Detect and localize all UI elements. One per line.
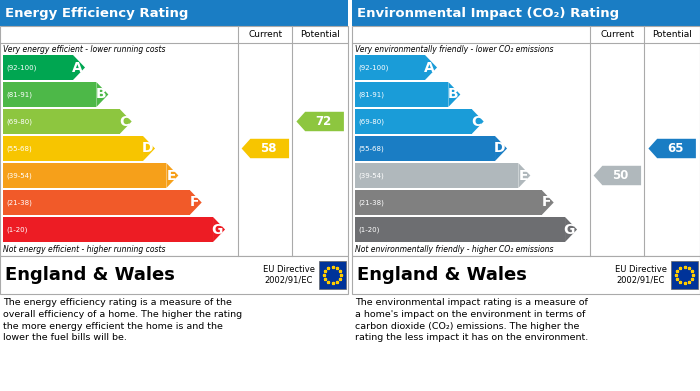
Bar	[3, 163, 167, 188]
Text: (69-80): (69-80)	[358, 118, 384, 125]
Text: G: G	[564, 222, 575, 237]
Text: (69-80): (69-80)	[6, 118, 32, 125]
Polygon shape	[519, 163, 531, 188]
Polygon shape	[565, 217, 577, 242]
Bar	[3, 82, 97, 107]
Bar	[671, 261, 698, 289]
Text: C: C	[120, 115, 130, 129]
Text: D: D	[141, 142, 153, 156]
Text: Potential: Potential	[652, 30, 692, 39]
Text: E: E	[519, 169, 528, 183]
Text: D: D	[494, 142, 505, 156]
Text: (55-68): (55-68)	[6, 145, 32, 152]
Polygon shape	[73, 55, 85, 80]
Polygon shape	[425, 55, 437, 80]
Text: (55-68): (55-68)	[358, 145, 384, 152]
Polygon shape	[120, 109, 132, 134]
Polygon shape	[143, 136, 155, 161]
Bar	[3, 55, 73, 80]
Bar	[0, 256, 348, 294]
Bar	[319, 261, 346, 289]
Text: B: B	[96, 88, 106, 102]
Text: E: E	[167, 169, 176, 183]
Text: The energy efficiency rating is a measure of the
overall efficiency of a home. T: The energy efficiency rating is a measur…	[3, 298, 242, 343]
Polygon shape	[449, 82, 461, 107]
Bar	[355, 190, 542, 215]
Text: England & Wales: England & Wales	[357, 266, 527, 284]
Text: 72: 72	[316, 115, 332, 128]
Text: 50: 50	[612, 169, 629, 182]
Text: Not environmentally friendly - higher CO₂ emissions: Not environmentally friendly - higher CO…	[355, 246, 554, 255]
Bar	[3, 190, 190, 215]
Text: F: F	[542, 196, 552, 210]
Bar	[355, 163, 519, 188]
Text: (81-91): (81-91)	[6, 91, 32, 98]
Polygon shape	[213, 217, 225, 242]
Text: The environmental impact rating is a measure of
a home's impact on the environme: The environmental impact rating is a mea…	[355, 298, 588, 343]
Text: 65: 65	[667, 142, 684, 155]
Text: G: G	[211, 222, 223, 237]
Polygon shape	[296, 112, 344, 131]
Polygon shape	[594, 166, 641, 185]
Text: England & Wales: England & Wales	[5, 266, 175, 284]
Polygon shape	[542, 190, 554, 215]
Polygon shape	[167, 163, 178, 188]
Text: Energy Efficiency Rating: Energy Efficiency Rating	[5, 7, 188, 20]
Bar	[3, 136, 143, 161]
Polygon shape	[241, 139, 289, 158]
Text: (21-38): (21-38)	[6, 199, 32, 206]
Text: (92-100): (92-100)	[6, 64, 36, 71]
Text: Current: Current	[248, 30, 282, 39]
Polygon shape	[472, 109, 484, 134]
Polygon shape	[97, 82, 108, 107]
Text: (39-54): (39-54)	[358, 172, 384, 179]
Bar	[0, 0, 348, 26]
Bar	[352, 26, 700, 256]
Text: (81-91): (81-91)	[358, 91, 384, 98]
Text: (1-20): (1-20)	[6, 226, 27, 233]
Bar	[355, 82, 449, 107]
Text: Very environmentally friendly - lower CO₂ emissions: Very environmentally friendly - lower CO…	[355, 45, 554, 54]
Text: (21-38): (21-38)	[358, 199, 384, 206]
Bar	[355, 136, 495, 161]
Text: Environmental Impact (CO₂) Rating: Environmental Impact (CO₂) Rating	[357, 7, 619, 20]
Text: Not energy efficient - higher running costs: Not energy efficient - higher running co…	[3, 246, 165, 255]
Bar	[352, 0, 700, 26]
Text: EU Directive
2002/91/EC: EU Directive 2002/91/EC	[615, 265, 667, 285]
Bar	[355, 217, 565, 242]
Polygon shape	[648, 139, 696, 158]
Polygon shape	[190, 190, 202, 215]
Bar	[3, 217, 213, 242]
Polygon shape	[495, 136, 507, 161]
Bar	[3, 109, 120, 134]
Text: C: C	[471, 115, 482, 129]
Bar	[0, 26, 348, 256]
Text: (39-54): (39-54)	[6, 172, 32, 179]
Bar	[355, 55, 425, 80]
Text: 58: 58	[260, 142, 277, 155]
Text: Potential: Potential	[300, 30, 340, 39]
Text: (92-100): (92-100)	[358, 64, 388, 71]
Text: A: A	[72, 61, 83, 75]
Text: EU Directive
2002/91/EC: EU Directive 2002/91/EC	[263, 265, 315, 285]
Bar	[352, 256, 700, 294]
Bar	[355, 109, 472, 134]
Text: Current: Current	[601, 30, 634, 39]
Text: B: B	[448, 88, 458, 102]
Text: F: F	[190, 196, 199, 210]
Text: Very energy efficient - lower running costs: Very energy efficient - lower running co…	[3, 45, 165, 54]
Text: A: A	[424, 61, 435, 75]
Text: (1-20): (1-20)	[358, 226, 379, 233]
